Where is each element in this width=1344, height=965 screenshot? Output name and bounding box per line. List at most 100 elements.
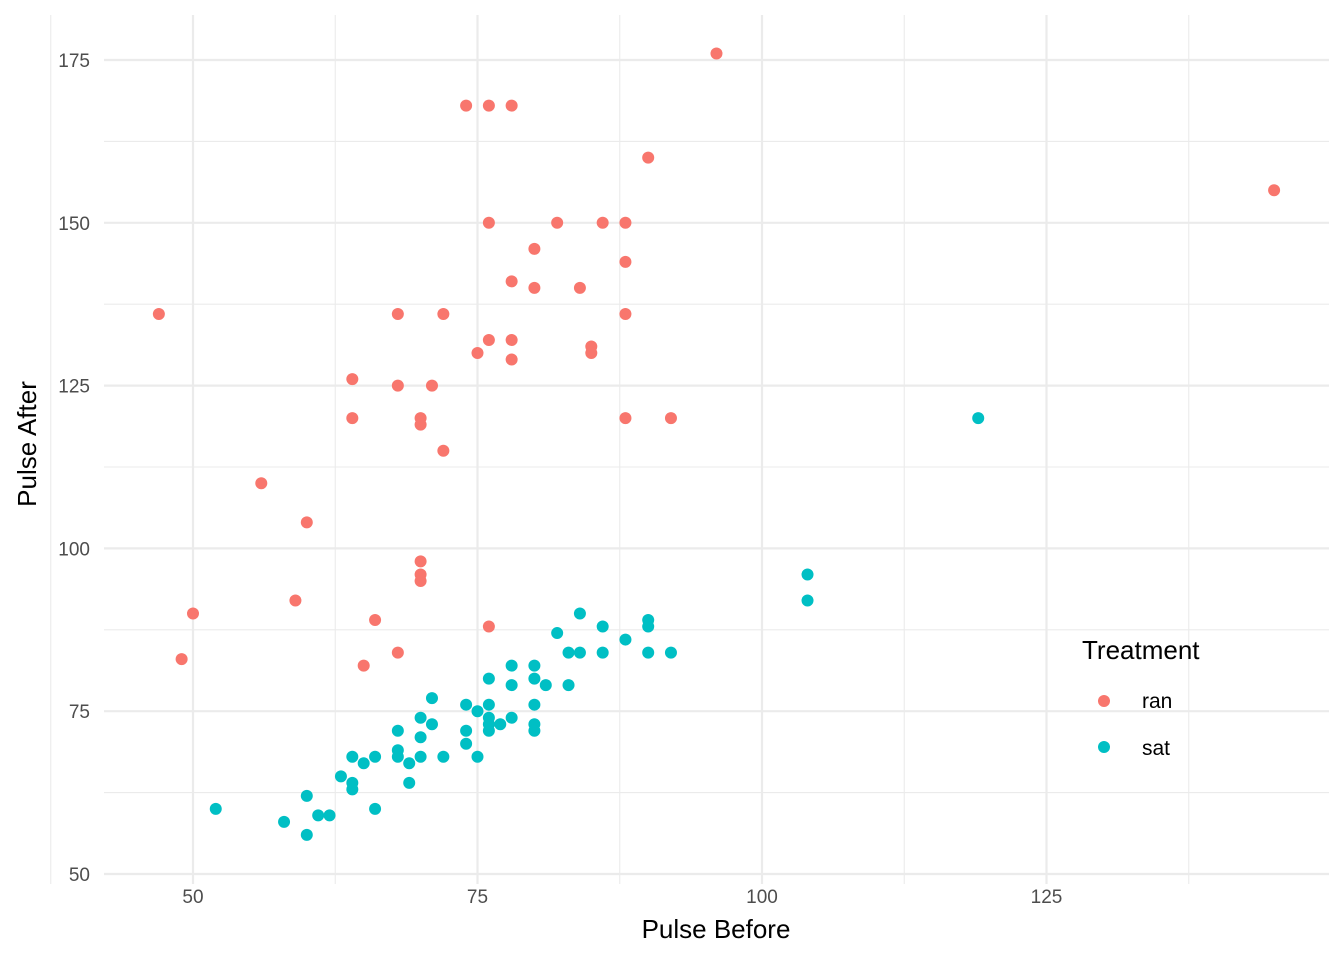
point-sat [664,646,677,659]
point-ran [596,216,609,229]
point-ran [391,379,404,392]
legend-key-ran [1098,695,1110,707]
point-ran [505,353,518,366]
point-sat [482,672,495,685]
point-sat [278,815,291,828]
point-sat [505,679,518,692]
point-sat [357,757,370,770]
point-ran [425,379,438,392]
y-axis-label: Pulse After [12,381,42,507]
point-sat [300,789,313,802]
point-sat [403,776,416,789]
legend-label-sat: sat [1142,737,1170,760]
point-sat [414,711,427,724]
point-sat [209,802,222,815]
point-sat [425,692,438,705]
point-ran [437,307,450,320]
legend: Treatment ran sat [1082,635,1200,760]
y-tick-label: 125 [58,377,90,398]
legend-title: Treatment [1082,635,1200,665]
point-ran [391,307,404,320]
point-ran [585,347,598,360]
point-ran [437,444,450,457]
point-ran [619,412,632,425]
point-sat [562,646,575,659]
y-tick-label: 175 [58,51,90,72]
point-ran [414,574,427,587]
point-sat [369,750,382,763]
legend-label-ran: ran [1142,690,1172,713]
point-sat [528,698,541,711]
x-axis-label: Pulse Before [642,914,791,944]
point-sat [528,724,541,737]
legend-key-sat [1098,741,1110,753]
point-ran [710,47,723,60]
point-sat [494,718,507,731]
x-tick-label: 100 [746,887,778,908]
point-ran [482,620,495,633]
point-ran [528,242,541,255]
point-sat [573,646,586,659]
y-tick-label: 75 [69,702,90,723]
x-tick-label: 50 [182,887,203,908]
point-sat [414,731,427,744]
point-ran [505,99,518,112]
point-ran [175,653,188,666]
point-sat [482,698,495,711]
point-ran [300,516,313,529]
point-sat [391,750,404,763]
point-sat [505,711,518,724]
point-ran [551,216,564,229]
point-sat [562,679,575,692]
point-sat [972,412,985,425]
point-sat [505,659,518,672]
point-ran [619,216,632,229]
data-points [152,47,1281,841]
point-ran [471,347,484,360]
point-sat [471,750,484,763]
point-ran [187,607,199,620]
point-ran [460,99,473,112]
point-ran [573,281,586,294]
point-sat [596,620,609,633]
point-sat [642,646,655,659]
point-sat [528,672,541,685]
point-sat [425,718,438,731]
point-ran [505,275,518,288]
point-sat [551,627,564,640]
point-ran [391,646,404,659]
point-sat [369,802,382,815]
point-ran [664,412,677,425]
point-sat [334,770,347,783]
point-ran [505,334,518,347]
point-sat [300,828,313,841]
point-sat [403,757,416,770]
point-ran [357,659,370,672]
point-sat [539,679,552,692]
point-ran [152,307,165,320]
point-sat [471,705,484,718]
point-ran [1268,184,1281,197]
point-sat [619,633,632,646]
point-sat [596,646,609,659]
point-ran [528,281,541,294]
point-ran [255,477,268,490]
y-tick-label: 150 [58,214,90,235]
x-tick-label: 125 [1031,887,1063,908]
point-ran [482,334,495,347]
point-ran [346,412,359,425]
point-sat [460,737,473,750]
point-sat [346,783,359,796]
point-ran [414,418,427,431]
point-ran [642,151,655,164]
point-ran [289,594,302,607]
point-ran [346,373,359,386]
point-sat [312,809,325,822]
point-sat [414,750,427,763]
point-sat [642,620,655,633]
y-tick-label: 50 [69,865,90,886]
point-sat [801,568,814,581]
point-ran [482,99,495,112]
y-tick-label: 100 [58,539,90,560]
point-sat [437,750,450,763]
